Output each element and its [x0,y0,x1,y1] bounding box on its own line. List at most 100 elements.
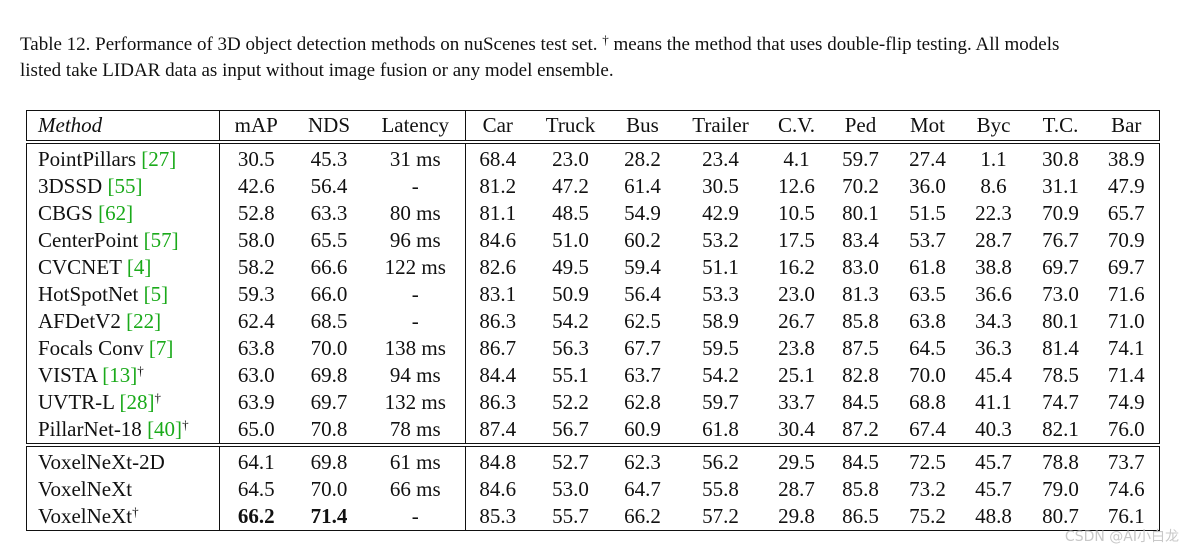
cell-ped: 80.1 [842,201,879,225]
cell-map: 58.0 [219,227,293,254]
cell-nds: 71.4 [293,503,366,531]
cell-trailer: 42.9 [702,201,739,225]
method-label: CenterPoint [38,228,144,252]
cell-nds: 68.5 [310,309,348,333]
cell-trailer: 23.4 [673,140,768,173]
cell-c-v: 4.1 [767,140,826,173]
citation-link[interactable]: [4] [126,255,152,279]
cell-latency: - [411,309,419,333]
cell-mot: 75.2 [909,504,946,528]
cell-latency: - [411,282,419,306]
cell-byc: 41.1 [975,390,1012,414]
cell-t-c: 76.7 [1042,228,1079,252]
cell-t-c: 79.0 [1042,477,1079,501]
column-header-method: Method [38,113,103,137]
cell-c-v: 25.1 [778,363,815,387]
cell-bar: 47.9 [1107,174,1145,198]
cell-ped: 84.5 [825,443,896,476]
cell-mot: 53.7 [909,228,946,252]
cell-bus: 28.2 [611,140,674,173]
cell-map: 30.5 [219,140,293,173]
citation-link[interactable]: [55] [107,174,143,198]
cell-truck: 53.0 [552,477,589,501]
dagger-mark: † [154,390,161,405]
column-header-map: mAP [219,110,293,142]
citation-link[interactable]: [13] [102,363,138,387]
cell-bar: 71.6 [1107,282,1145,306]
method-name: AFDetV2 [22] [27,308,220,335]
cell-latency: 96 ms [389,228,441,252]
cell-ped: 59.7 [825,140,896,173]
cell-bus: 62.8 [624,390,661,414]
cell-latency: 61 ms [365,443,466,476]
cell-c-v: 33.7 [778,390,815,414]
cell-trailer: 58.9 [702,309,739,333]
cell-latency: 122 ms [384,255,446,279]
cell-byc: 22.3 [975,201,1012,225]
cell-car: 68.4 [465,140,530,173]
cell-t-c: 82.1 [1042,417,1079,441]
cell-t-c: 30.8 [1027,140,1094,173]
column-header-latency: Latency [381,113,450,137]
cell-byc: 36.3 [975,336,1012,360]
citation-link[interactable]: [22] [126,309,162,333]
cell-bar: 74.6 [1107,477,1145,501]
cell-bar: 74.1 [1107,336,1145,360]
cell-ped: 82.8 [842,363,879,387]
cell-c-v: 16.2 [778,255,815,279]
cell-bus: 60.2 [624,228,661,252]
citation-link[interactable]: [40] [147,417,183,441]
method-name: PointPillars [27] [26,140,220,173]
table-row: Focals Conv [7] 63.8 70.0 138 ms 86.7 56.3 67.… [27,335,1160,362]
method-label: HotSpotNet [38,282,144,306]
cell-latency: 78 ms [389,417,441,441]
cell-t-c: 78.8 [1027,443,1094,476]
table-row: HotSpotNet [5] 59.3 66.0-83.1 50.9 56.4 53.3 2… [27,281,1160,308]
cell-mot: 51.5 [909,201,946,225]
citation-link[interactable]: [27] [141,147,177,171]
column-header-mot: Mot [909,113,945,137]
cell-bar: 65.7 [1107,201,1145,225]
cell-c-v: 23.0 [778,282,815,306]
cell-truck: 55.1 [552,363,589,387]
table-row: CBGS [62] 52.8 63.3 80 ms 81.1 48.5 54.9 42.9 10… [27,200,1160,227]
caption-line1-b: means the method that uses double-flip t… [608,34,1060,55]
method-label: PillarNet-18 [38,417,148,441]
cell-nds: 66.6 [310,255,348,279]
cell-truck: 50.9 [552,282,589,306]
cell-map: 63.9 [219,389,293,416]
citation-link[interactable]: [62] [98,201,134,225]
cell-c-v: 28.7 [778,477,815,501]
cell-bar: 38.9 [1093,140,1160,173]
citation-link[interactable]: [28] [119,390,155,414]
citation-link[interactable]: [5] [143,282,169,306]
cell-bus: 62.5 [624,309,661,333]
cell-mot: 72.5 [895,443,960,476]
cell-t-c: 69.7 [1042,255,1079,279]
method-name: VISTA [13]† [27,362,220,389]
cell-bus: 63.7 [624,363,661,387]
method-label: Focals Conv [38,336,149,360]
cell-bar: 76.1 [1107,504,1145,528]
column-header-t-c: T.C. [1042,113,1079,137]
cell-byc: 34.3 [975,309,1012,333]
cell-map: 63.8 [219,335,293,362]
cell-truck: 52.7 [529,443,612,476]
cell-ped: 85.8 [842,477,879,501]
cell-trailer: 59.5 [702,336,739,360]
citation-link[interactable]: [7] [148,336,174,360]
method-name: HotSpotNet [5] [27,281,220,308]
cell-latency: 138 ms [384,336,446,360]
cell-nds: 69.7 [310,390,348,414]
cell-t-c: 78.5 [1042,363,1079,387]
voxelnext-methods: VoxelNeXt-2D 64.1 69.8 61 ms 84.8 52.7 62.3 56.… [26,443,1160,531]
cell-byc: 45.4 [975,363,1012,387]
cell-latency: 31 ms [365,140,466,173]
cell-c-v: 12.6 [778,174,815,198]
cell-car: 84.6 [465,476,530,503]
cell-bar: 74.9 [1107,390,1145,414]
cell-trailer: 53.3 [702,282,739,306]
citation-link[interactable]: [57] [143,228,179,252]
method-name: PillarNet-18 [40]† [27,416,220,445]
cell-car: 84.6 [465,227,530,254]
